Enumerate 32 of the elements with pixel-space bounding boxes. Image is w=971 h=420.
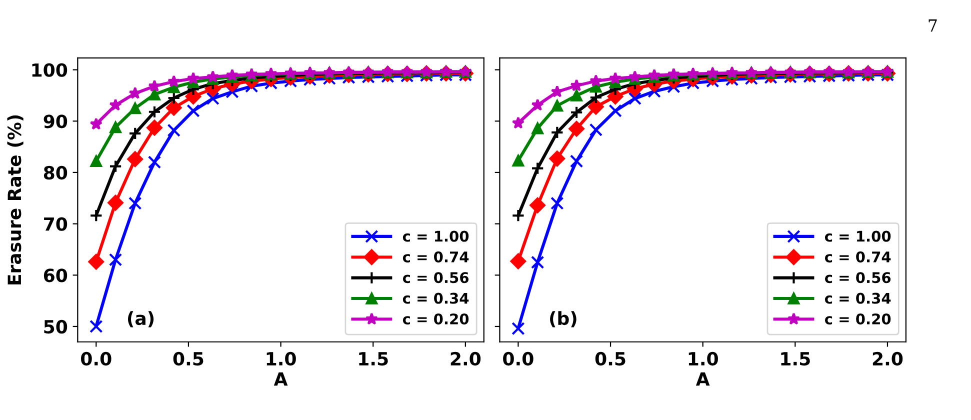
legend-label: c = 0.34 bbox=[402, 292, 469, 304]
text: 7 bbox=[928, 19, 937, 32]
x-tick-label: 0.0 bbox=[503, 352, 534, 366]
x-tick-label: 1.0 bbox=[266, 352, 296, 366]
y-axis-title: Erasure Rate (%) bbox=[7, 115, 24, 284]
x-tick-label: 0.5 bbox=[173, 352, 204, 366]
legend-label: c = 1.00 bbox=[824, 230, 891, 242]
x-tick-label: 1.5 bbox=[781, 352, 810, 366]
annotation: (b) bbox=[550, 311, 576, 328]
y-tick-label: 70 bbox=[44, 217, 68, 231]
x-axis-title: A bbox=[274, 372, 288, 386]
legend-label: c = 0.34 bbox=[824, 292, 891, 304]
x-tick-label: 2.0 bbox=[872, 352, 903, 366]
legend-label: c = 1.00 bbox=[402, 230, 469, 242]
annotation: (a) bbox=[128, 311, 154, 328]
y-tick-label: 100 bbox=[32, 63, 68, 77]
legend-label: c = 0.20 bbox=[402, 313, 469, 324]
y-tick-label: 60 bbox=[44, 268, 68, 282]
y-tick-label: 50 bbox=[44, 320, 68, 334]
x-tick-label: 1.0 bbox=[688, 352, 718, 366]
y-tick-label: 80 bbox=[44, 166, 68, 180]
legend-label: c = 0.56 bbox=[824, 272, 891, 284]
legend-label: c = 0.20 bbox=[824, 313, 891, 324]
legend-label: c = 0.74 bbox=[824, 251, 891, 262]
x-tick-label: 2.0 bbox=[450, 352, 481, 366]
x-tick-label: 1.5 bbox=[359, 352, 388, 366]
x-tick-label: 0.0 bbox=[81, 352, 112, 366]
x-tick-label: 0.5 bbox=[595, 352, 626, 366]
legend-label: c = 0.74 bbox=[402, 251, 469, 262]
legend-label: c = 0.56 bbox=[402, 272, 469, 284]
y-tick-label: 90 bbox=[44, 114, 68, 128]
x-axis-title: A bbox=[696, 372, 710, 386]
